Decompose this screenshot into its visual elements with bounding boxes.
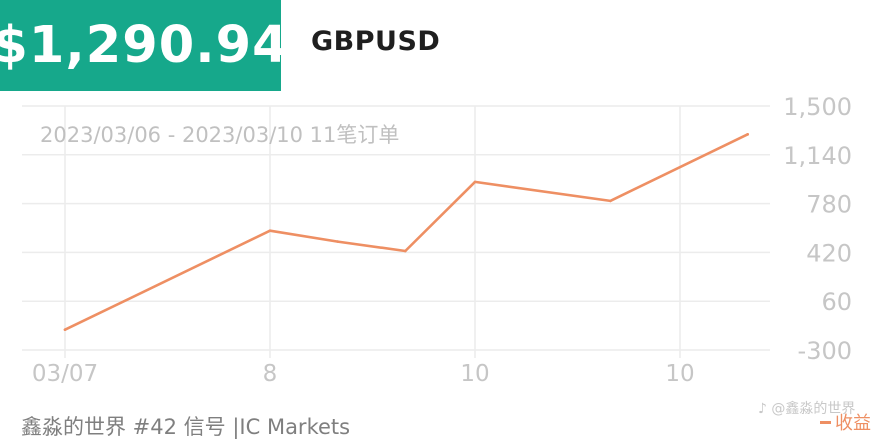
data-point	[63, 328, 67, 331]
data-point	[404, 249, 407, 253]
data-point	[336, 240, 339, 243]
data-point	[268, 229, 272, 233]
legend-swatch	[820, 420, 831, 424]
data-point	[473, 180, 477, 184]
data-point	[746, 133, 749, 136]
y-tick-label: 420	[806, 239, 852, 267]
y-tick-label: -300	[798, 337, 852, 365]
chart-subtitle: 2023/03/06 - 2023/03/10 11笔订单	[40, 123, 399, 147]
series-line	[63, 133, 750, 332]
instrument-symbol: GBPUSD	[311, 26, 441, 57]
tiktok-logo-icon: ♪	[758, 401, 767, 417]
watermark-text: @鑫淼的世界	[771, 401, 856, 417]
x-tick-label: 10	[460, 361, 489, 387]
data-point	[609, 199, 612, 203]
signal-source-label: 鑫淼的世界 #42 信号 |IC Markets	[21, 415, 351, 439]
profit-amount: $1,290.94	[0, 16, 289, 75]
legend-label: 收益	[835, 413, 871, 434]
y-tick-label: 60	[821, 288, 852, 316]
y-tick-label: 780	[806, 191, 852, 219]
x-tick-label: 10	[665, 361, 694, 387]
y-tick-label: 1,140	[783, 142, 852, 170]
watermark: ♪ @鑫淼的世界	[758, 398, 855, 418]
y-tick-label: 1,500	[783, 93, 852, 121]
x-tick-label: 8	[263, 361, 278, 387]
profit-badge: $1,290.94	[0, 0, 288, 91]
x-tick-label: 03/07	[32, 361, 98, 387]
chart-legend: 收益	[820, 409, 871, 435]
